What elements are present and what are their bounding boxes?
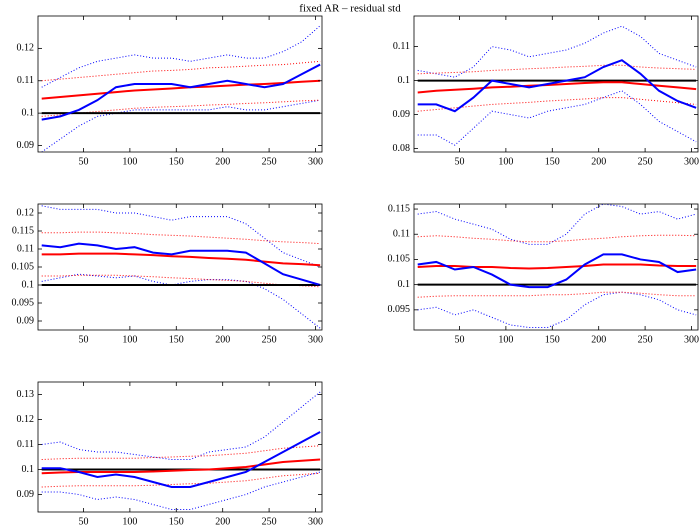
axes-frame	[413, 203, 699, 331]
series-line	[41, 471, 321, 510]
series-line	[41, 273, 321, 329]
y-tick-label: 0.115	[388, 203, 410, 214]
x-tick-label: 200	[215, 156, 230, 167]
x-tick-label: 300	[308, 156, 323, 167]
axes: 50 100 150 200 250 300 0.09 0.1 0.11 0.12 0.13	[17, 381, 323, 527]
y-tick-label: 0.11	[17, 75, 34, 86]
series-line	[41, 99, 321, 152]
y-tick-label: 0.09	[17, 140, 35, 151]
x-tick-label: 150	[545, 156, 560, 167]
x-tick-label: 50	[78, 156, 88, 167]
y-tick-label: 0.1	[398, 279, 411, 290]
plot-area	[41, 205, 321, 329]
plot-area	[41, 25, 321, 152]
axes-frame	[413, 15, 699, 153]
series-line	[417, 204, 697, 245]
x-tick-label: 200	[591, 334, 606, 345]
axes: 50 100 150 200 250 300 0.09 0.1 0.11 0.12	[17, 15, 323, 167]
y-tick-label: 0.11	[17, 439, 34, 450]
axes-frame	[37, 15, 323, 153]
series-line	[41, 431, 321, 488]
x-tick-label: 250	[638, 156, 653, 167]
x-tick-label: 200	[215, 334, 230, 345]
plot-area	[417, 25, 697, 146]
plot-area	[417, 204, 697, 328]
y-tick-label: 0.095	[388, 304, 411, 315]
x-tick-label: 250	[638, 334, 653, 345]
y-tick-label: 0.08	[393, 143, 411, 154]
x-tick-label: 300	[684, 334, 699, 345]
y-tick-label: 0.1	[22, 464, 35, 475]
figure-title: fixed AR – residual std	[299, 3, 401, 15]
y-tick-label: 0.115	[12, 225, 34, 236]
y-tick-label: 0.13	[17, 389, 35, 400]
y-tick-label: 0.09	[393, 109, 411, 120]
x-tick-label: 100	[122, 156, 137, 167]
series-line	[417, 291, 697, 328]
series-line	[417, 81, 697, 94]
axes-frame	[37, 381, 323, 513]
plot-area	[41, 391, 321, 510]
x-tick-label: 250	[262, 516, 277, 527]
series-line	[41, 63, 321, 121]
axes: 50 100 150 200 250 300 0.08 0.09 0.1 0.11	[393, 15, 699, 167]
y-tick-label: 0.105	[388, 254, 411, 265]
x-tick-label: 250	[262, 334, 277, 345]
x-tick-label: 250	[262, 156, 277, 167]
x-tick-label: 100	[122, 516, 137, 527]
y-tick-label: 0.12	[17, 207, 35, 218]
series-line	[41, 25, 321, 88]
y-tick-label: 0.1	[22, 107, 35, 118]
series-line	[417, 25, 697, 78]
series-line	[41, 252, 321, 267]
x-tick-label: 150	[169, 516, 184, 527]
y-tick-label: 0.11	[393, 41, 410, 52]
x-tick-label: 200	[591, 156, 606, 167]
series-line	[41, 79, 321, 100]
x-tick-label: 100	[498, 334, 513, 345]
x-tick-label: 50	[454, 334, 464, 345]
x-tick-label: 100	[498, 156, 513, 167]
axes: 50 100 150 200 250 300 0.09 0.095 0.1 0.105 0.11 0.…	[12, 203, 323, 345]
y-tick-label: 0.11	[393, 229, 410, 240]
series-line	[417, 263, 697, 270]
x-tick-label: 50	[454, 156, 464, 167]
x-tick-label: 300	[308, 334, 323, 345]
y-tick-label: 0.105	[12, 261, 35, 272]
x-tick-label: 50	[78, 516, 88, 527]
x-tick-label: 300	[308, 516, 323, 527]
series-line	[41, 391, 321, 460]
y-tick-label: 0.12	[17, 414, 35, 425]
y-tick-label: 0.11	[17, 243, 34, 254]
x-tick-label: 150	[545, 334, 560, 345]
y-tick-label: 0.1	[22, 279, 35, 290]
series-line	[417, 253, 697, 289]
x-tick-label: 150	[169, 156, 184, 167]
y-tick-label: 0.09	[17, 315, 35, 326]
y-tick-label: 0.095	[12, 297, 35, 308]
y-tick-label: 0.1	[398, 75, 411, 86]
y-tick-label: 0.12	[17, 43, 35, 54]
x-tick-label: 200	[215, 516, 230, 527]
series-line	[41, 242, 321, 286]
series-line	[41, 458, 321, 475]
y-tick-label: 0.09	[17, 489, 35, 500]
x-tick-label: 100	[122, 334, 137, 345]
axes: 50 100 150 200 250 300 0.095 0.1 0.105 0.11 0.115	[388, 203, 699, 345]
x-tick-label: 300	[684, 156, 699, 167]
series-line	[417, 59, 697, 113]
x-tick-label: 150	[169, 334, 184, 345]
x-tick-label: 50	[78, 334, 88, 345]
